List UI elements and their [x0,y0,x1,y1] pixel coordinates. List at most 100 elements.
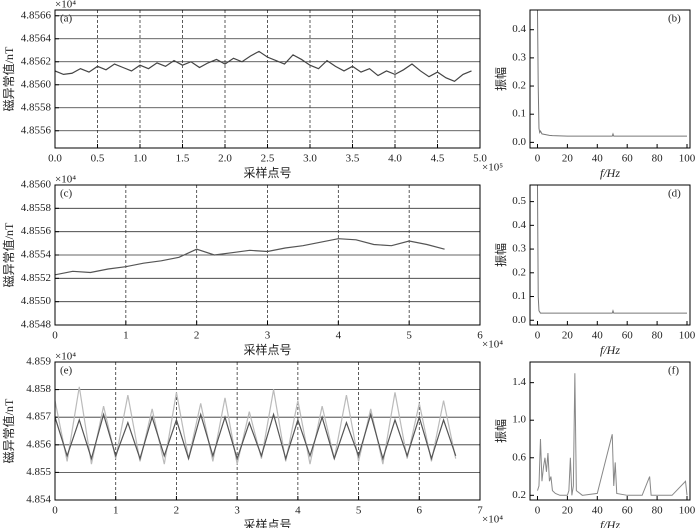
plot-frame [529,184,691,326]
x-tick-label: 4.0 [388,153,402,165]
x-tick-label: 100 [679,505,696,517]
x-tick-label: 0 [535,505,541,517]
y-tick-label: 1.0 [512,414,526,426]
y-tick-label: 4.8548 [21,319,52,331]
x-tick-label: 20 [562,330,574,342]
x-tick-label: 5 [356,505,362,517]
x-multiplier: ×10⁴ [482,339,503,351]
y-tick-label: 4.8550 [21,295,52,307]
x-tick-label: 0 [535,153,541,165]
x-tick-label: 100 [679,330,696,342]
x-tick-label: 60 [622,505,634,517]
x-axis-title: f/Hz [600,166,620,180]
plot-frame [54,9,481,149]
y-multiplier: ×10⁴ [55,174,76,186]
y-tick-label: 0.1 [512,290,526,302]
x-axis-title: 采样点号 [243,165,291,180]
y-axis-title: 振幅 [493,419,508,443]
x-tick-label: 0 [535,330,541,342]
data-line [536,10,688,137]
panel-label: (e) [60,365,73,377]
y-tick-label: 4.858 [26,383,51,395]
x-tick-label: 4.5 [431,153,445,165]
x-tick-label: 1.5 [176,153,190,165]
y-tick-label: 4.857 [26,411,51,423]
x-tick-label: 1 [113,505,119,517]
x-tick-label: 40 [592,505,604,517]
y-tick-label: 0.2 [512,489,526,501]
x-tick-label: 6 [417,505,423,517]
x-tick-label: 1 [123,330,129,342]
y-multiplier: ×10⁴ [55,351,76,363]
y-tick-label: 4.8552 [21,272,51,284]
y-tick-label: 0.3 [512,243,526,255]
y-axis-title: 振幅 [493,67,508,91]
x-tick-label: 80 [652,330,664,342]
x-tick-label: 20 [562,505,574,517]
y-tick-label: 4.8564 [21,32,52,44]
y-tick-label: 1.4 [512,376,526,388]
x-tick-label: 40 [592,153,604,165]
x-tick-label: 80 [652,505,664,517]
x-tick-label: 7 [477,505,483,517]
plot-frame [529,9,691,149]
x-tick-label: 100 [679,153,696,165]
x-tick-label: 40 [592,330,604,342]
y-tick-label: 4.8554 [21,249,52,261]
x-tick-label: 60 [622,330,634,342]
plot-frame [529,361,691,501]
y-tick-label: 4.855 [26,466,51,478]
x-multiplier: ×10⁴ [482,514,503,526]
y-tick-label: 0.4 [512,219,526,231]
x-multiplier: ×10⁵ [482,162,503,174]
x-tick-label: 0 [52,330,58,342]
y-tick-label: 0.3 [512,51,526,63]
x-tick-label: 5.0 [473,153,487,165]
y-multiplier: ×10⁴ [55,0,76,11]
panel-label: (f) [668,365,679,377]
y-tick-label: 0.1 [512,108,526,120]
x-tick-label: 4 [336,330,342,342]
y-tick-label: 0.2 [512,80,526,92]
y-axis-title: 振幅 [493,243,508,267]
x-tick-label: 2 [174,505,180,517]
x-tick-label: 0.0 [48,153,62,165]
data-line [55,412,457,461]
x-tick-label: 0.5 [91,153,105,165]
x-tick-label: 2.5 [261,153,275,165]
x-axis-title: f/Hz [600,518,620,528]
x-tick-label: 0 [52,505,58,517]
data-line [55,50,472,82]
y-axis-title: 磁异常值/nT [1,46,16,111]
y-tick-label: 0.4 [512,23,526,35]
x-tick-label: 60 [622,153,634,165]
y-tick-label: 0.6 [512,451,526,463]
x-tick-label: 6 [477,330,483,342]
x-tick-label: 3.5 [346,153,360,165]
x-tick-label: 80 [652,153,664,165]
x-axis-title: f/Hz [600,343,620,357]
y-tick-label: 4.8558 [21,101,52,113]
y-tick-label: 4.8560 [21,78,52,90]
y-axis-title: 磁异常值/nT [1,222,16,287]
x-tick-label: 3 [265,330,271,342]
x-axis-title: 采样点号 [243,517,291,528]
y-tick-label: 0.2 [512,266,526,278]
x-tick-label: 1.0 [133,153,147,165]
y-tick-label: 4.859 [26,356,51,368]
x-tick-label: 3 [234,505,240,517]
y-axis-title: 磁异常值/nT [1,398,16,463]
y-tick-label: 4.8556 [21,225,52,237]
plot-frame [54,361,481,501]
x-tick-label: 3.0 [303,153,317,165]
y-tick-label: 4.8558 [21,202,52,214]
x-tick-label: 4 [295,505,301,517]
x-tick-label: 2.0 [218,153,232,165]
plot-frame [54,184,481,326]
panel-label: (a) [60,13,73,25]
y-tick-label: 4.8566 [21,9,52,21]
panel-label: (d) [668,188,681,200]
data-line [55,238,445,276]
x-tick-label: 2 [194,330,200,342]
